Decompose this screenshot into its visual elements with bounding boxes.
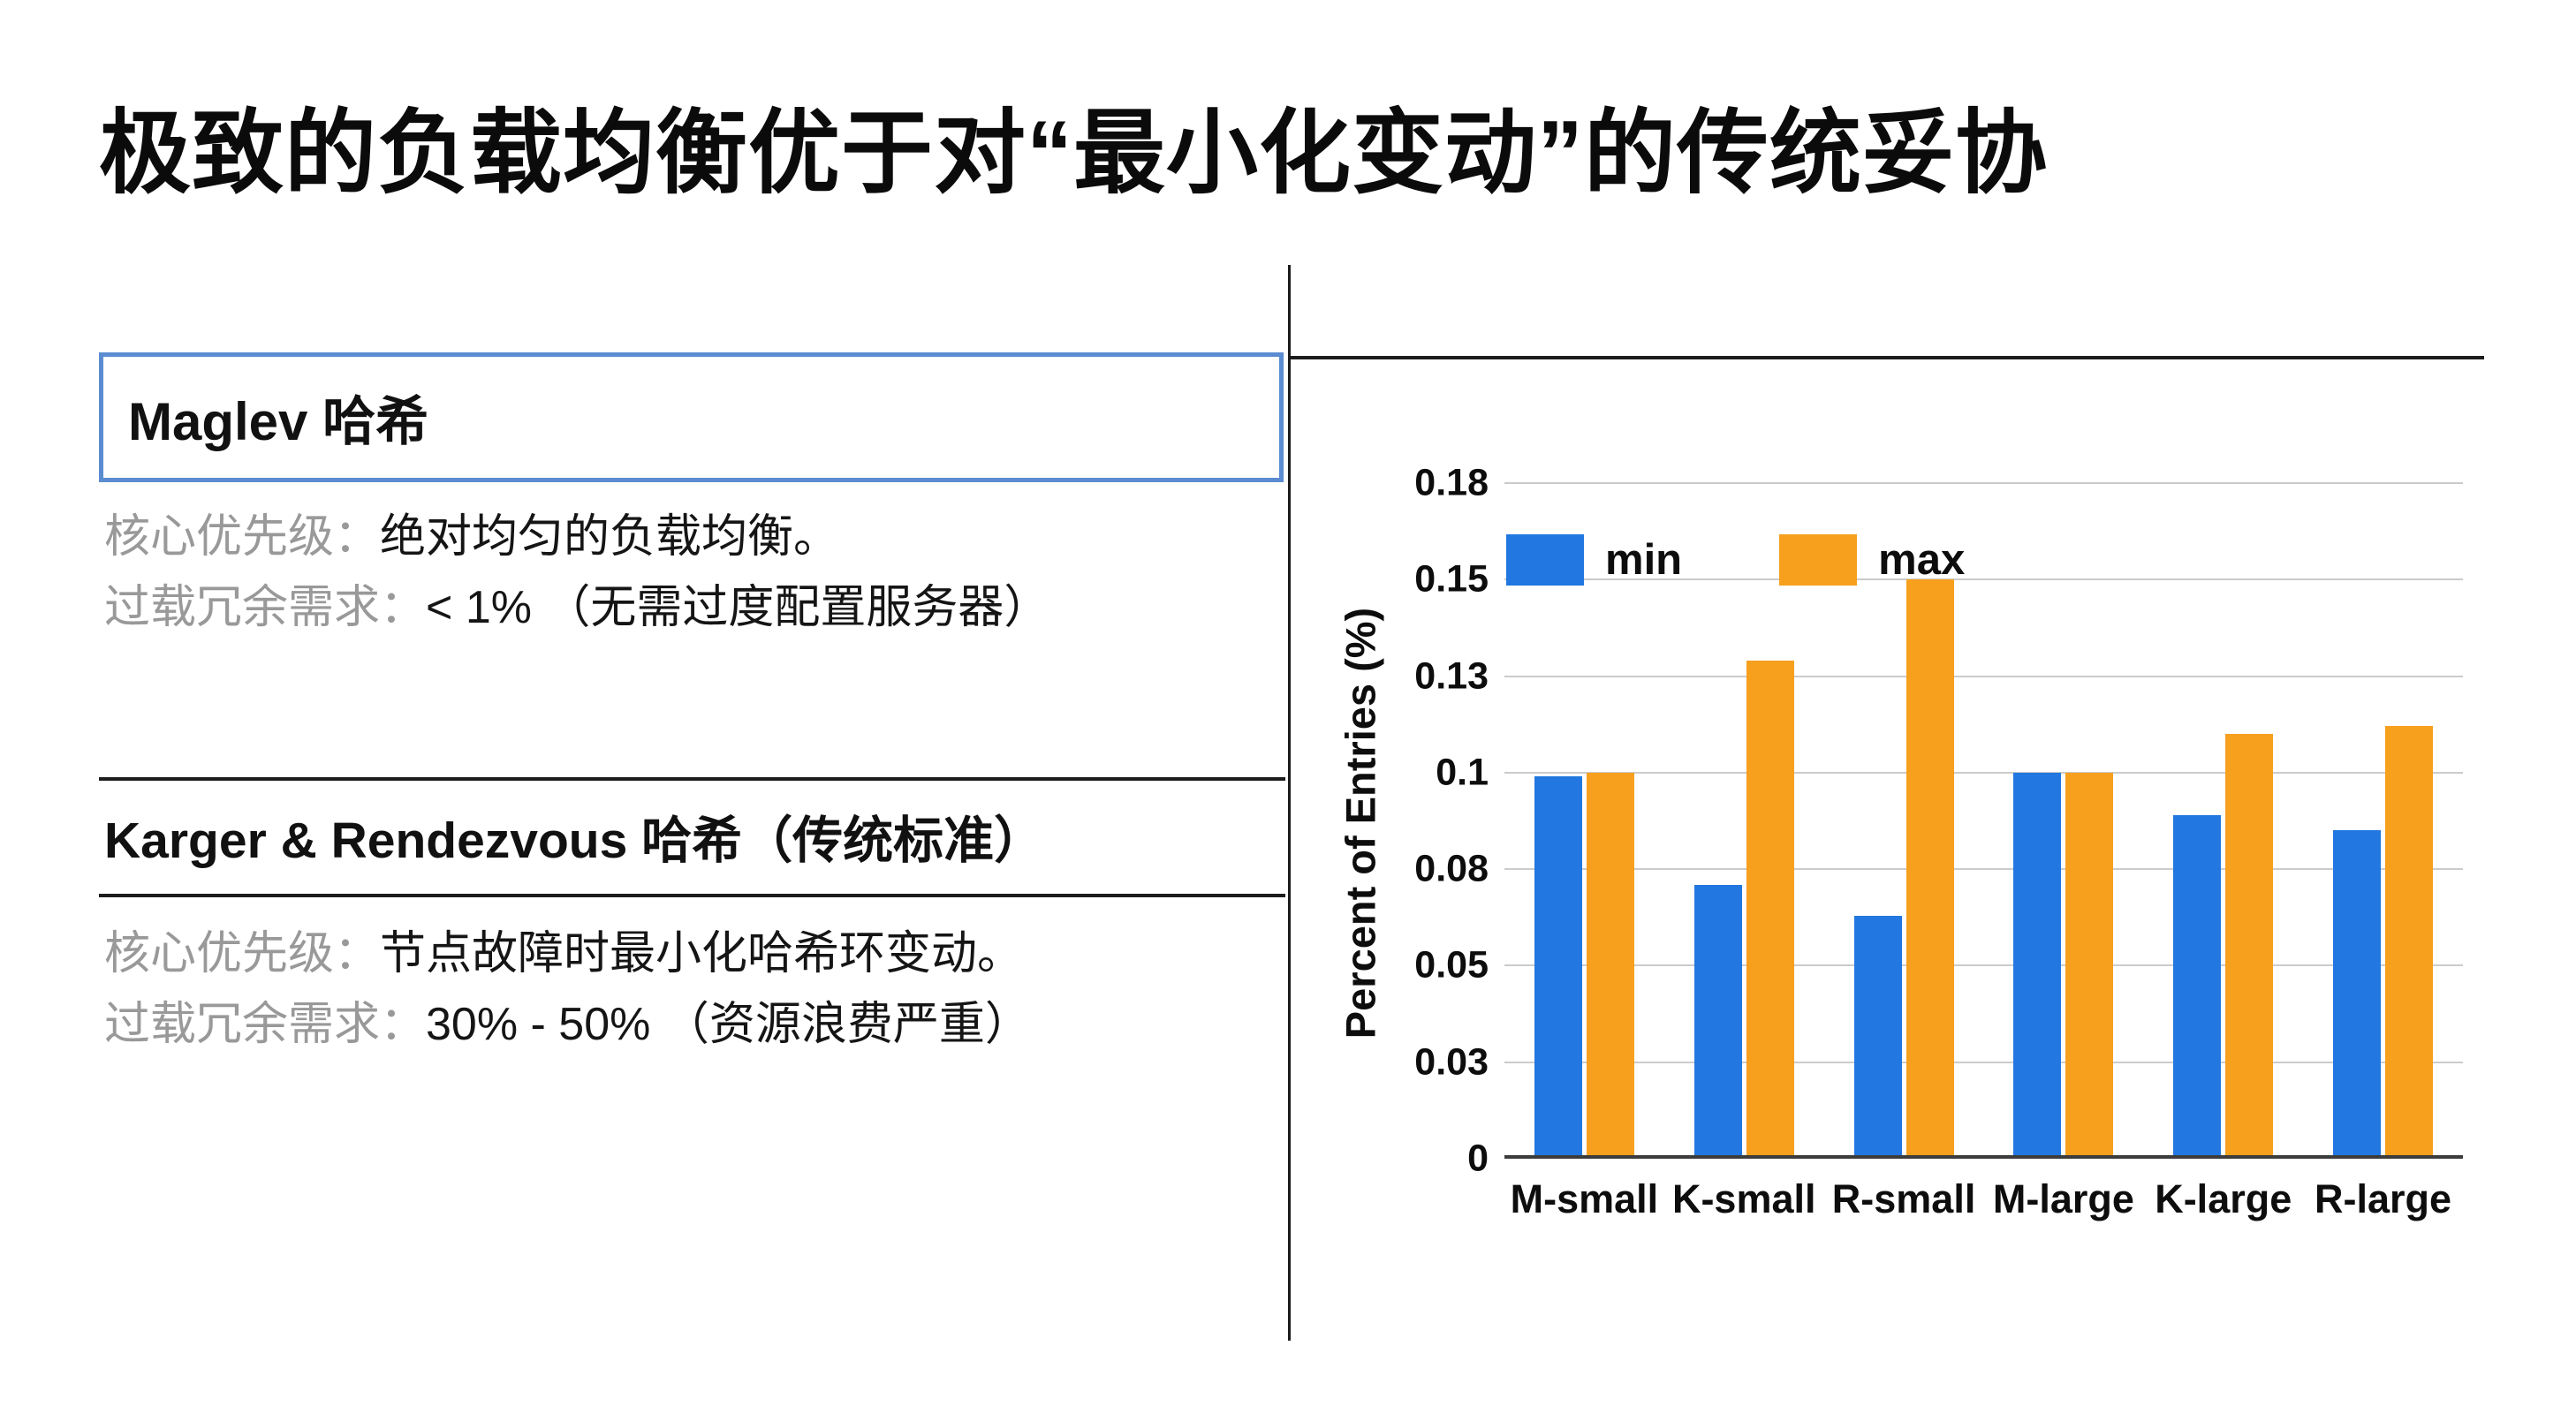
bar-group-M-small: [1504, 483, 1664, 1159]
vertical-divider: [1288, 265, 1291, 1341]
x-label-K-large: K-large: [2155, 1176, 2292, 1221]
priority-value: 绝对均匀的负载均衡。: [380, 511, 840, 563]
maglev-priority-line: 核心优先级：绝对均匀的负载均衡。: [104, 502, 1049, 572]
overhead-label: 过载冗余需求：: [104, 999, 427, 1050]
bar-group-M-large: [1983, 483, 2143, 1159]
chart-legend: min max: [1506, 534, 1965, 586]
priority-label: 核心优先级：: [104, 511, 381, 563]
y-tick-0.05: 0.05: [1414, 943, 1489, 986]
gridline-0.05: [1504, 964, 2463, 967]
maglev-header-box: Maglev 哈希: [99, 352, 1284, 482]
x-label-M-small: M-small: [1510, 1176, 1659, 1221]
x-label-R-small: R-small: [1831, 1176, 1976, 1221]
slide-title: 极致的负载均衡优于对“最小化变动”的传统妥协: [99, 102, 2049, 205]
bar-group-K-large: [2143, 483, 2303, 1159]
y-tick-0.18: 0.18: [1414, 461, 1489, 504]
bar-min-M-large: [2013, 772, 2062, 1159]
x-label-M-large: M-large: [1992, 1176, 2134, 1221]
gridline-0.18: [1504, 482, 2463, 484]
bar-min-R-small: [1853, 915, 1902, 1159]
karger-header: Karger & Rendezvous 哈希（传统标准）: [104, 813, 1045, 869]
legend-label-min: min: [1605, 536, 1683, 584]
y-tick-0.15: 0.15: [1414, 557, 1489, 601]
gridline-0.1: [1504, 771, 2463, 774]
bar-min-K-large: [2173, 814, 2222, 1159]
legend-swatch-min: [1506, 534, 1584, 586]
overhead-value: < 1% （无需过度配置服务器）: [426, 582, 1050, 633]
bar-groups: [1504, 483, 2463, 1159]
karger-priority-line: 核心优先级：节点故障时最小化哈希环变动。: [104, 918, 1031, 989]
bar-min-M-small: [1534, 776, 1582, 1159]
bar-max-M-large: [2065, 772, 2114, 1159]
y-tick-0.08: 0.08: [1414, 847, 1489, 890]
chart-top-rule: [1291, 356, 2484, 359]
plot-area: min max: [1504, 482, 2463, 1159]
bar-max-K-small: [1746, 661, 1794, 1159]
overhead-label: 过载冗余需求：: [104, 582, 427, 633]
priority-value: 节点故障时最小化哈希环变动。: [380, 928, 1024, 979]
x-axis-labels: M-small K-small R-small M-large K-large R-lar…: [1504, 1176, 2463, 1222]
bar-max-R-large: [2385, 726, 2434, 1159]
bar-max-M-small: [1586, 772, 1634, 1159]
y-axis-ticks: 0 0.03 0.05 0.08 0.1 0.13 0.15 0.18: [1343, 462, 1489, 1180]
maglev-header: Maglev 哈希: [128, 392, 429, 451]
y-tick-0.13: 0.13: [1414, 654, 1489, 698]
karger-top-rule: [99, 777, 1285, 781]
y-tick-0.03: 0.03: [1414, 1040, 1489, 1084]
gridline-0.08: [1504, 868, 2463, 871]
maglev-overhead-line: 过载冗余需求：< 1% （无需过度配置服务器）: [104, 572, 1049, 643]
gridline-0.15: [1504, 578, 2463, 581]
bar-group-K-small: [1664, 483, 1824, 1159]
gridline-0.03: [1504, 1061, 2463, 1063]
bar-group-R-small: [1824, 483, 1984, 1159]
overhead-value: 30% - 50% （资源浪费严重）: [426, 999, 1031, 1050]
x-label-R-large: R-large: [2315, 1176, 2452, 1221]
gridline-0.13: [1504, 675, 2463, 677]
priority-label: 核心优先级：: [104, 928, 381, 979]
bar-max-K-large: [2225, 734, 2274, 1159]
x-axis-line: [1504, 1155, 2463, 1159]
karger-bottom-rule: [99, 894, 1285, 897]
legend-label-max: max: [1878, 536, 1966, 584]
karger-description: 核心优先级：节点故障时最小化哈希环变动。 过载冗余需求：30% - 50% （资…: [104, 918, 1031, 1060]
y-tick-0.1: 0.1: [1436, 751, 1489, 794]
x-label-K-small: K-small: [1671, 1176, 1816, 1221]
legend-swatch-max: [1779, 534, 1858, 586]
bar-min-R-large: [2333, 830, 2382, 1159]
bar-chart: Percent of Entries (%) 0 0.03 0.05 0.08 0.1 0…: [1307, 459, 2491, 1272]
y-tick-0: 0: [1467, 1137, 1489, 1180]
bar-max-R-small: [1905, 579, 1954, 1159]
bar-group-R-large: [2303, 483, 2463, 1159]
maglev-description: 核心优先级：绝对均匀的负载均衡。 过载冗余需求：< 1% （无需过度配置服务器）: [104, 502, 1049, 643]
bar-min-K-small: [1693, 884, 1742, 1159]
karger-overhead-line: 过载冗余需求：30% - 50% （资源浪费严重）: [104, 989, 1031, 1060]
